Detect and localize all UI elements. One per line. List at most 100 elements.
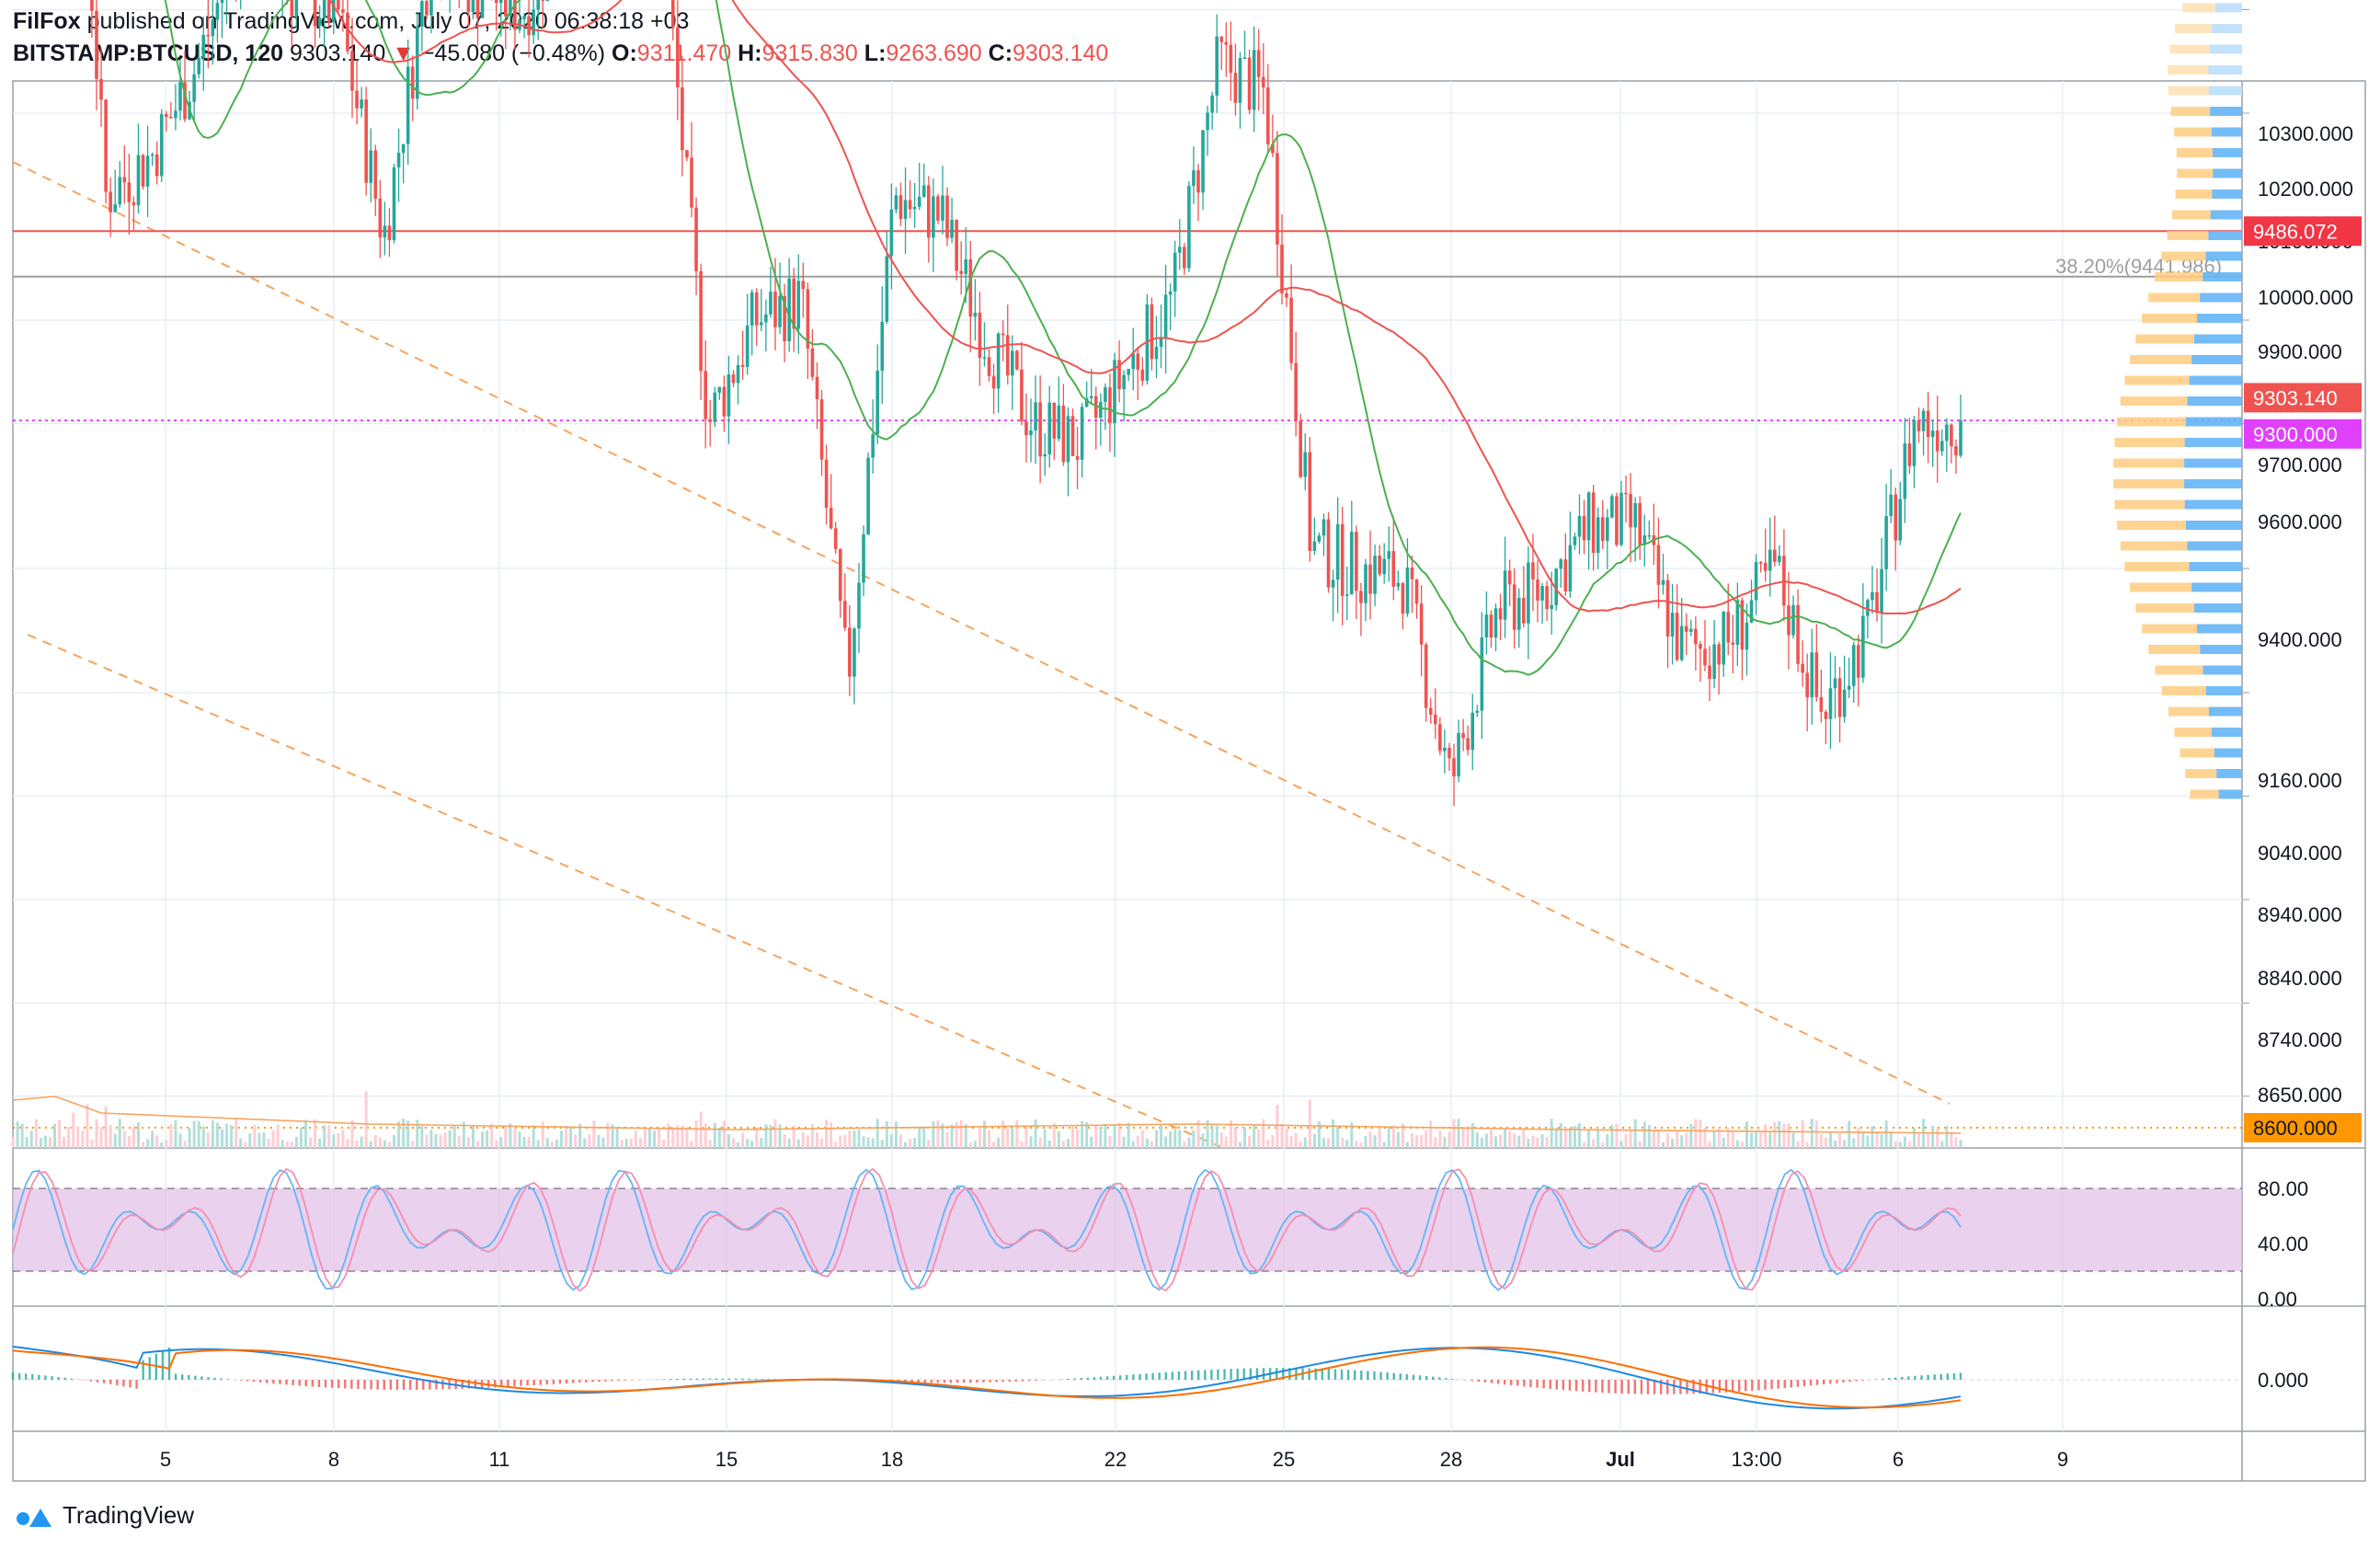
macd-histogram-bar	[1392, 1372, 1395, 1380]
candle-body	[1242, 57, 1247, 59]
volume-bar	[1066, 1139, 1070, 1148]
macd-histogram-bar	[1815, 1380, 1819, 1385]
volume-bar	[285, 1142, 289, 1148]
macd-histogram-bar	[213, 1377, 216, 1380]
volume-profile-bar	[2187, 541, 2242, 551]
author-name[interactable]: FilFox	[13, 8, 81, 34]
macd-histogram-bar	[402, 1380, 406, 1390]
macd-histogram-bar	[1842, 1380, 1845, 1383]
volume-bar	[1317, 1121, 1321, 1148]
candle-body	[406, 66, 410, 144]
volume-bar	[72, 1112, 75, 1148]
candle-body	[1070, 416, 1075, 456]
volume-bar	[574, 1134, 578, 1148]
volume-bar	[973, 1141, 977, 1148]
volume-bar	[1411, 1133, 1414, 1148]
candle-body	[843, 601, 847, 628]
candle-body	[681, 86, 684, 151]
macd-histogram-bar	[1080, 1378, 1082, 1380]
volume-bar	[267, 1138, 270, 1148]
volume-bar	[1861, 1131, 1865, 1148]
candle-body	[1452, 758, 1456, 777]
volume-bar	[383, 1140, 386, 1148]
candle-body	[690, 157, 693, 208]
macd-histogram-bar	[1770, 1380, 1773, 1390]
candle-body	[1847, 685, 1851, 690]
volume-bar	[894, 1121, 898, 1148]
candle-body	[912, 206, 917, 210]
candle-body	[1015, 350, 1019, 370]
tradingview-logo-icon[interactable]	[13, 1503, 53, 1529]
volume-profile-bar	[2191, 355, 2242, 364]
volume-profile-bar	[2200, 293, 2242, 303]
volume-bar	[676, 1125, 680, 1148]
candle-body	[527, 16, 531, 36]
volume-profile-bar	[2130, 355, 2192, 364]
symbol-name[interactable]: BITSTAMP:BTCUSD, 120	[13, 40, 284, 66]
volume-bar	[1345, 1140, 1349, 1148]
volume-bar	[569, 1126, 573, 1148]
volume-bar	[378, 1137, 382, 1148]
macd-histogram-bar	[467, 1380, 471, 1389]
candle-body	[694, 207, 698, 271]
candle-body	[1447, 747, 1451, 759]
macd-histogram-bar	[1027, 1380, 1031, 1382]
candle-body	[211, 19, 215, 37]
macd-histogram-bar	[735, 1378, 738, 1380]
volume-profile-bar	[2208, 65, 2242, 75]
volume-profile-bar	[2189, 562, 2242, 571]
volume-bar	[1425, 1130, 1428, 1148]
volume-profile-bar	[2184, 499, 2242, 510]
volume-bar	[1387, 1126, 1390, 1148]
volume-bar	[1391, 1125, 1395, 1148]
macd-histogram-bar	[1777, 1380, 1779, 1389]
candle-body	[1754, 562, 1758, 601]
volume-bar	[638, 1138, 642, 1148]
volume-bar	[1308, 1099, 1311, 1148]
candle-body	[1093, 396, 1098, 419]
volume-bar	[1210, 1123, 1214, 1148]
macd-histogram-bar	[1836, 1380, 1838, 1383]
macd-histogram-bar	[1933, 1374, 1936, 1380]
macd-tick-0: 0.000	[2258, 1369, 2308, 1392]
volume-bar	[843, 1134, 847, 1148]
candle-body	[145, 155, 150, 187]
candle-body	[932, 196, 935, 238]
volume-bar	[1778, 1121, 1781, 1148]
macd-histogram-bar	[591, 1380, 594, 1383]
macd-histogram-bar	[676, 1378, 679, 1380]
macd-histogram-bar	[135, 1380, 138, 1389]
candle-body	[1294, 362, 1298, 421]
volume-bar	[1299, 1142, 1302, 1148]
candle-body	[1192, 170, 1196, 187]
macd-histogram-bar	[1139, 1373, 1141, 1380]
volume-bar	[1396, 1131, 1400, 1148]
macd-histogram-bar	[330, 1380, 334, 1388]
volume-bar	[978, 1127, 981, 1148]
volume-bar	[486, 1130, 489, 1148]
volume-bar	[1187, 1137, 1191, 1148]
volume-bar	[857, 1129, 861, 1148]
candle-body	[866, 457, 870, 534]
macd-histogram-bar	[598, 1380, 601, 1383]
volume-profile-bar	[2210, 210, 2242, 220]
volume-bar	[732, 1138, 736, 1148]
volume-bar	[397, 1121, 401, 1148]
volume-bar	[1322, 1138, 1325, 1148]
candle-body	[950, 220, 954, 238]
macd-histogram-bar	[292, 1380, 294, 1385]
candle-body	[1150, 304, 1154, 360]
volume-bar	[25, 1136, 29, 1148]
volume-bar	[1805, 1142, 1809, 1148]
tradingview-brand[interactable]: TradingView	[63, 1501, 195, 1529]
macd-histogram-bar	[571, 1380, 575, 1383]
candle-body	[1745, 622, 1749, 650]
volume-bar	[1285, 1129, 1288, 1148]
volume-profile-bar	[2203, 665, 2242, 675]
macd-histogram-bar	[1386, 1372, 1389, 1380]
volume-bar	[1936, 1129, 1939, 1148]
candle-body	[1131, 353, 1136, 370]
volume-bar	[1438, 1130, 1442, 1148]
macd-histogram-bar	[989, 1380, 991, 1383]
